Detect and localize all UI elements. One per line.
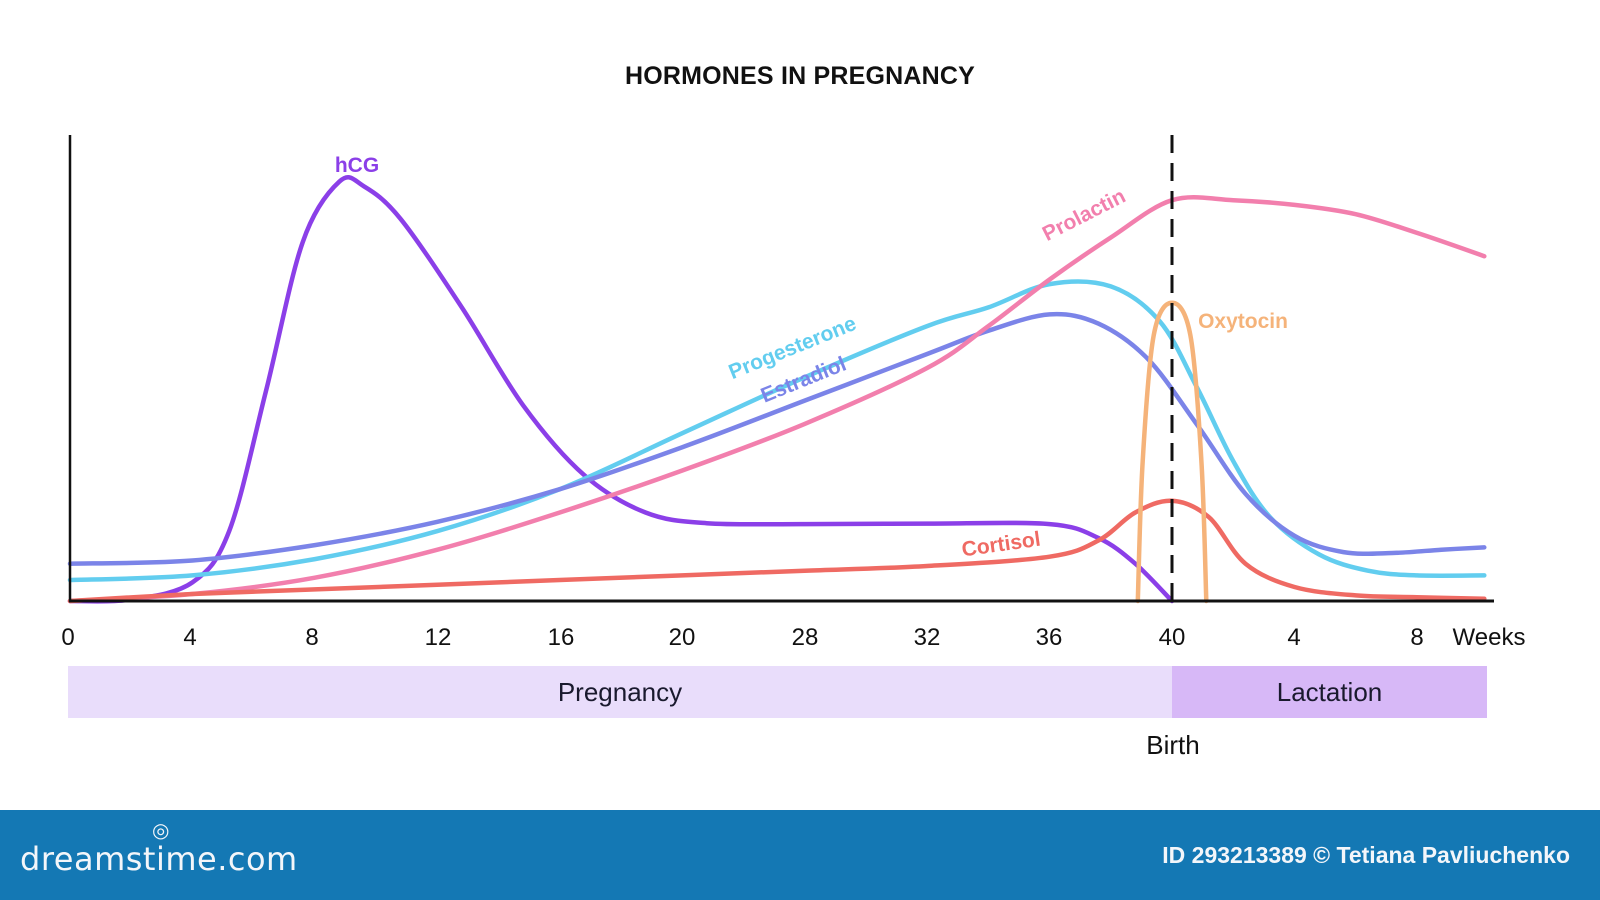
x-tick-label: 4 <box>1287 624 1301 651</box>
hcg-curve <box>67 175 1175 604</box>
x-tick-label: 8 <box>305 624 319 651</box>
x-axis-unit-label: Weeks <box>1452 624 1526 651</box>
lactation-label: Lactation <box>1276 676 1383 707</box>
hcg-label: hCG <box>335 154 379 177</box>
x-tick-label: 36 <box>1035 624 1063 651</box>
x-tick-label: 8 <box>1410 624 1424 651</box>
birth-label: Birth <box>1146 730 1200 760</box>
prolactin-curve <box>67 195 1487 604</box>
hormone-curves <box>67 175 1487 604</box>
oxytocin-label: Oxytocin <box>1198 310 1288 333</box>
footer-bar: ◎ dreamstime.com ID 293213389 © Tetiana … <box>0 810 1600 900</box>
x-tick-label: 12 <box>424 624 452 651</box>
pregnancy-phase-band: Pregnancy <box>68 666 1172 718</box>
oxytocin-curve <box>1135 300 1209 604</box>
x-tick-label: 40 <box>1158 624 1186 651</box>
x-tick-label: 16 <box>547 624 575 651</box>
cortisol-label: Cortisol <box>960 528 1042 562</box>
lactation-phase-band: Lactation <box>1172 666 1487 718</box>
image-credit: ID 293213389 © Tetiana Pavliuchenko <box>1162 842 1570 868</box>
x-tick-label: 20 <box>668 624 696 651</box>
cortisol-curve <box>67 498 1487 604</box>
x-tick-label: 32 <box>913 624 941 651</box>
progesterone-curve <box>67 279 1487 583</box>
swirl-logo-icon: ◎ <box>152 820 170 842</box>
chart-title: HORMONES IN PREGNANCY <box>624 62 976 90</box>
pregnancy-label: Pregnancy <box>557 676 683 707</box>
x-tick-label: 28 <box>791 624 819 651</box>
dreamstime-logo[interactable]: dreamstime.com <box>20 840 298 878</box>
x-tick-label: 0 <box>61 624 75 651</box>
x-tick-label: 4 <box>183 624 197 651</box>
